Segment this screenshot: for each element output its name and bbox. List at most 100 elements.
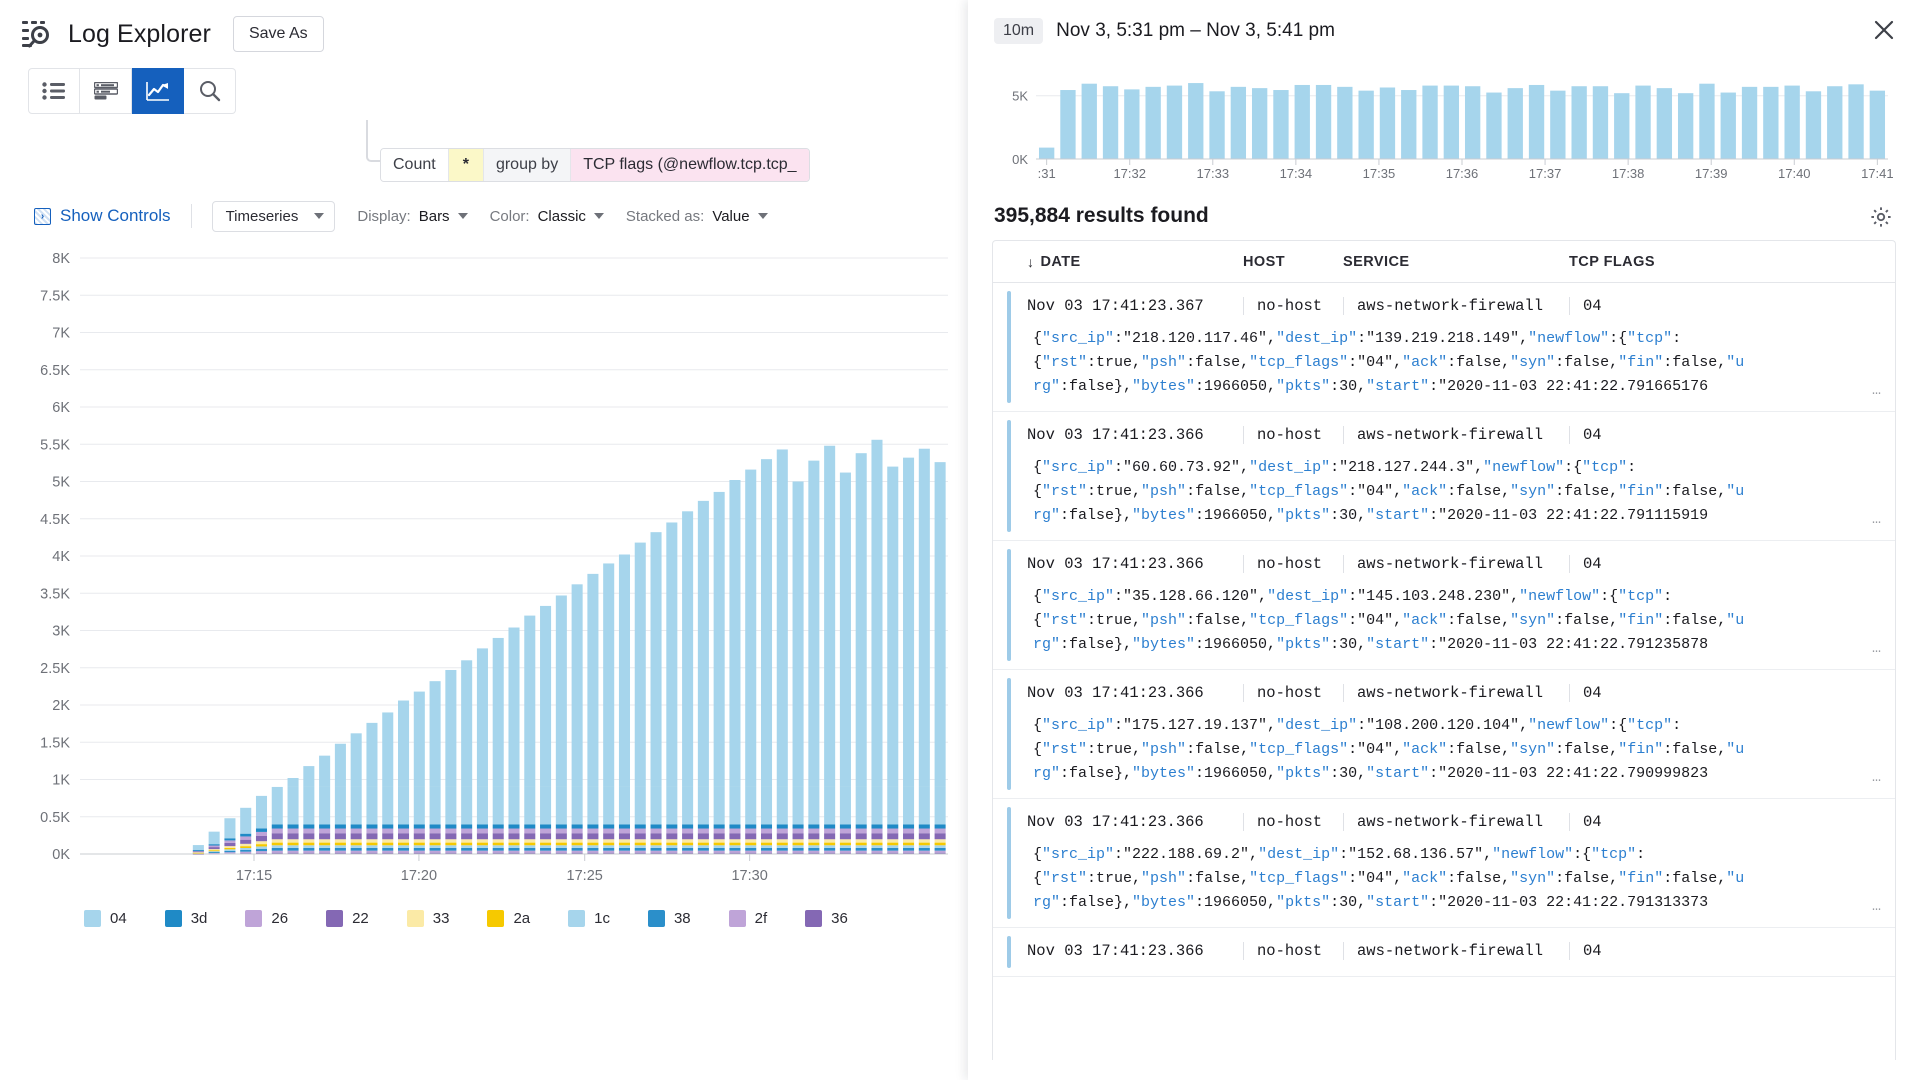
svg-text:8K: 8K xyxy=(52,251,70,267)
save-as-button[interactable]: Save As xyxy=(232,16,324,52)
legend-item[interactable]: 33 xyxy=(406,910,449,927)
svg-text:17:38: 17:38 xyxy=(1612,166,1645,181)
cell-date: Nov 03 17:41:23.366 xyxy=(1027,555,1204,573)
view-tabs xyxy=(28,68,940,114)
gear-icon[interactable] xyxy=(1864,200,1898,234)
time-range-badge[interactable]: 10m xyxy=(994,18,1044,44)
svg-text:17:34: 17:34 xyxy=(1280,166,1313,181)
cell-service: aws-network-firewall xyxy=(1343,426,1569,444)
legend-item[interactable]: 36 xyxy=(805,910,848,927)
query-measure[interactable]: * xyxy=(448,149,484,181)
svg-text:17:36: 17:36 xyxy=(1446,166,1479,181)
svg-text:4K: 4K xyxy=(52,549,70,565)
cell-date: Nov 03 17:41:23.366 xyxy=(1027,684,1204,702)
cell-date: Nov 03 17:41:23.367 xyxy=(1027,297,1204,315)
expand-ellipsis[interactable]: … xyxy=(1871,511,1881,528)
close-icon[interactable] xyxy=(1870,16,1898,44)
table-row[interactable]: Nov 03 17:41:23.367 no-host aws-network-fi… xyxy=(993,283,1895,412)
cell-date: Nov 03 17:41:23.366 xyxy=(1027,813,1204,831)
results-summary-row: 395,884 results found xyxy=(968,190,1920,240)
table-row[interactable]: Nov 03 17:41:23.366 no-host aws-network-fi… xyxy=(993,799,1895,928)
svg-text:6.5K: 6.5K xyxy=(40,363,70,379)
cell-host: no-host xyxy=(1243,555,1343,573)
expand-ellipsis[interactable]: … xyxy=(1871,640,1881,657)
svg-text:17:41: 17:41 xyxy=(1861,166,1894,181)
svg-text:3.5K: 3.5K xyxy=(40,586,70,602)
query-bracket xyxy=(366,120,380,162)
legend-swatch xyxy=(406,910,424,927)
legend-item[interactable]: 2f xyxy=(728,910,767,927)
svg-text:17:25: 17:25 xyxy=(567,868,603,884)
chevron-down-icon xyxy=(457,213,468,219)
legend-item[interactable]: 22 xyxy=(326,910,369,927)
legend-swatch xyxy=(245,910,263,927)
chevron-down-icon xyxy=(314,213,325,219)
legend-item[interactable]: 04 xyxy=(84,910,127,927)
cell-host: no-host xyxy=(1243,942,1343,960)
expand-ellipsis[interactable]: … xyxy=(1871,382,1881,399)
query-group-by-field[interactable]: TCP flags (@newflow.tcp.tcp_ xyxy=(571,149,809,181)
time-range-text[interactable]: Nov 3, 5:31 pm – Nov 3, 5:41 pm xyxy=(1056,20,1335,41)
expand-ellipsis[interactable]: … xyxy=(1871,769,1881,786)
visualization-select[interactable]: Timeseries xyxy=(211,200,336,232)
app-header: Log Explorer Save As xyxy=(0,0,968,68)
legend-item[interactable]: 2a xyxy=(487,910,530,927)
svg-text:5K: 5K xyxy=(1012,89,1028,104)
stacked-as-select[interactable]: Stacked as: Value xyxy=(626,208,768,225)
svg-text:17:32: 17:32 xyxy=(1113,166,1146,181)
row-status-accent xyxy=(1007,549,1011,661)
legend-swatch xyxy=(568,910,586,927)
legend-item[interactable]: 1c xyxy=(568,910,610,927)
show-controls-toggle[interactable]: › Show Controls xyxy=(34,206,171,226)
table-row[interactable]: Nov 03 17:41:23.366 no-host aws-network-fi… xyxy=(993,670,1895,799)
show-controls-label: Show Controls xyxy=(60,206,171,225)
svg-text:0K: 0K xyxy=(1012,152,1028,167)
page-title: Log Explorer xyxy=(68,19,211,48)
legend-item[interactable]: 3d xyxy=(164,910,207,927)
svg-text:0K: 0K xyxy=(52,847,70,863)
table-header-row: ↓ DATE HOST SERVICE TCP FLAGS xyxy=(993,241,1895,283)
tab-list-view[interactable] xyxy=(28,68,80,114)
table-row[interactable]: Nov 03 17:41:23.366 no-host aws-network-fi… xyxy=(993,412,1895,541)
column-header-service[interactable]: SERVICE xyxy=(1343,253,1410,270)
panel-header: 10m Nov 3, 5:31 pm – Nov 3, 5:41 pm xyxy=(968,0,1920,62)
column-header-tcp-flags[interactable]: TCP FLAGS xyxy=(1569,253,1655,270)
tab-search-view[interactable] xyxy=(184,68,236,114)
tab-table-view[interactable] xyxy=(80,68,132,114)
panel-mini-histogram[interactable]: 5K 0K:31 17:32 17:33 17:34 17:35 17:36 17:37 17:… xyxy=(968,62,1920,190)
svg-text:17:20: 17:20 xyxy=(401,868,437,884)
color-select[interactable]: Color: Classic xyxy=(490,208,604,225)
display-select[interactable]: Display: Bars xyxy=(357,208,468,225)
svg-text:5K: 5K xyxy=(52,475,70,491)
left-pane: Log Explorer Save As xyxy=(0,0,968,927)
tab-timeseries-view[interactable] xyxy=(132,68,184,114)
legend-item[interactable]: 26 xyxy=(245,910,288,927)
svg-text:1K: 1K xyxy=(52,773,70,789)
column-header-date[interactable]: ↓ DATE xyxy=(1027,254,1243,270)
table-row[interactable]: Nov 03 17:41:23.366 no-host aws-network-fi… xyxy=(993,541,1895,670)
legend-label: 22 xyxy=(352,910,369,927)
legend-swatch xyxy=(326,910,344,927)
row-meta: Nov 03 17:41:23.366 no-host aws-network-fi… xyxy=(993,809,1895,835)
mini-chart-svg: 5K 0K:31 17:32 17:33 17:34 17:35 17:36 17:37 17:… xyxy=(1012,83,1894,181)
legend-label: 04 xyxy=(110,910,127,927)
column-header-host[interactable]: HOST xyxy=(1243,253,1286,270)
query-row: Count * group by TCP flags (@newflow.tcp… xyxy=(0,120,968,194)
chevron-right-icon: › xyxy=(34,207,51,225)
svg-text:4.5K: 4.5K xyxy=(40,512,70,528)
main-timeseries-chart[interactable]: 8K 7.5K 7K 6.5K 6K 5.5K 5K 4.5K 4K 3.5K 3K 2.5K 2K 1.… xyxy=(0,242,968,902)
expand-ellipsis[interactable]: … xyxy=(1871,898,1881,915)
row-status-accent xyxy=(1007,420,1011,532)
svg-text:3K: 3K xyxy=(52,624,70,640)
table-row[interactable]: Nov 03 17:41:23.366 no-host aws-network-fi… xyxy=(993,928,1895,977)
query-group-by-label[interactable]: group by xyxy=(483,149,572,181)
legend-item[interactable]: 38 xyxy=(647,910,691,927)
log-side-panel: 10m Nov 3, 5:31 pm – Nov 3, 5:41 pm 5K 0K… xyxy=(968,0,1920,1080)
log-rows-container: Nov 03 17:41:23.367 no-host aws-network-fi… xyxy=(993,283,1895,977)
cell-service: aws-network-firewall xyxy=(1343,297,1569,315)
query-aggregation[interactable]: Count xyxy=(381,149,449,181)
legend-label: 1c xyxy=(594,910,610,927)
main-chart-svg: 8K 7.5K 7K 6.5K 6K 5.5K 5K 4.5K 4K 3.5K 3K 2.5K 2K 1.… xyxy=(40,251,948,884)
cell-tcp-flags: 04 xyxy=(1569,684,1659,702)
svg-text:17:39: 17:39 xyxy=(1695,166,1728,181)
